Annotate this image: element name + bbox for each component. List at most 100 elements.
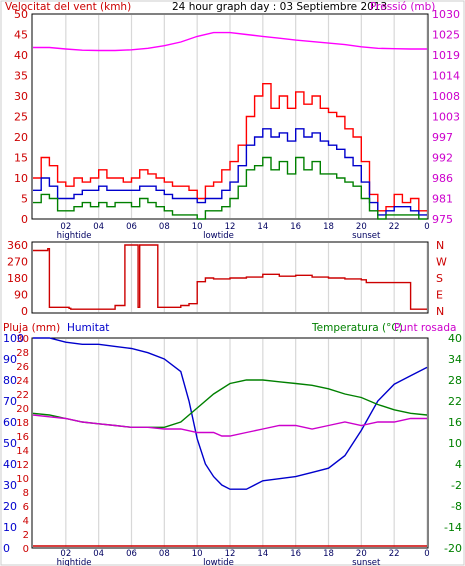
compass-tick-label: E (436, 289, 443, 302)
temperature-x-ticks: 02 04 06 08 10 12 14 16 18 20 22 0 (60, 549, 429, 559)
wind-tick-label: 35 (14, 70, 28, 83)
direction-tick-label: 90 (14, 289, 28, 302)
wind-x-tick-label: 0 (424, 222, 429, 232)
humidity-tick-label: 100 (3, 332, 24, 345)
wind-x-tick-label: 22 (389, 222, 400, 232)
wind-series-group (33, 31, 427, 220)
temperature-tide-markers: hightide lowtide sunset (57, 558, 381, 566)
temperature-axis-label: Temperatura (°C) (311, 322, 403, 334)
rain-tick-label: 28 (16, 348, 29, 359)
wind-tick-label: 40 (14, 49, 28, 62)
rain-tick-label: 14 (16, 446, 29, 457)
dewpoint-line (32, 414, 427, 437)
temperature-tick-label: 16 (448, 416, 462, 429)
humidity-tick-label: 10 (3, 521, 17, 534)
wind-x-tick-label: 04 (93, 222, 104, 232)
pressure-axis-label: Pressió (mb) (370, 1, 435, 13)
humidity-tick-label: 90 (3, 353, 17, 366)
pressure-tick-label: 986 (432, 172, 453, 185)
temperature-x-tick-label: 14 (257, 549, 268, 559)
temperature-x-tick-label: 08 (159, 549, 170, 559)
wind-left-ticks: 0 5 10 15 20 25 30 35 40 45 50 (14, 8, 28, 226)
rain-tick-label: 30 (16, 334, 29, 345)
temperature-x-tick-label: 04 (93, 549, 104, 559)
temperature-tick-label: -20 (444, 542, 462, 555)
wind-tick-label: 10 (14, 172, 28, 185)
pressure-tick-label: 1014 (432, 70, 460, 83)
compass-tick-label: N (436, 305, 444, 318)
temperature-tick-label: 22 (448, 395, 462, 408)
rain-tick-label: 26 (16, 362, 29, 373)
humidity-axis-label: Humitat (67, 322, 109, 334)
temperature-tick-label: 10 (448, 437, 462, 450)
pressure-tick-label: 1019 (432, 49, 460, 62)
temperature-tick-label: 28 (448, 374, 462, 387)
humidity-tick-label: 40 (3, 458, 17, 471)
temperature-x-tick-label: 10 (192, 549, 203, 559)
humidity-tick-label: 80 (3, 374, 17, 387)
humidity-tick-label: 30 (3, 479, 17, 492)
humidity-tick-label: 60 (3, 416, 17, 429)
wind-x-tick-label: 06 (126, 222, 137, 232)
temperature-x-tick-label: 06 (126, 549, 137, 559)
wind-tick-label: 15 (14, 152, 28, 165)
temperature-x-tick-label: 0 (424, 549, 429, 559)
wind-tick-label: 45 (14, 29, 28, 42)
temperature-x-tick-label: 02 (60, 549, 71, 559)
direction-line (33, 244, 427, 310)
temperature-x-tick-label: 20 (356, 549, 367, 559)
compass-tick-label: N (436, 239, 444, 252)
wind-tick-label: 30 (14, 90, 28, 103)
wind-x-tick-label: 14 (257, 222, 268, 232)
rain-tick-label: 22 (16, 390, 29, 401)
compass-tick-label: W (436, 256, 447, 269)
temperature-x-tick-label: 22 (389, 549, 400, 559)
compass-tick-label: S (436, 272, 443, 285)
pressure-right-ticks: 975 981 986 992 997 1003 1008 1014 1019 1025 1030 (432, 8, 460, 226)
humidity-tick-label: 70 (3, 395, 17, 408)
wind-tick-label: 5 (21, 193, 28, 206)
rain-tick-label: 20 (16, 404, 29, 415)
wind-line-3 (33, 156, 427, 220)
temperature-grid (65, 339, 428, 547)
humidity-tick-label: 20 (3, 500, 17, 513)
temperature-series-group (32, 337, 428, 547)
temperature-x-tick-label: 16 (290, 549, 301, 559)
humidity-tick-label: 50 (3, 437, 17, 450)
pressure-tick-label: 1030 (432, 8, 460, 21)
rain-tick-label: 8 (23, 488, 29, 499)
wind-tide-markers: hightide lowtide sunset (57, 231, 381, 241)
rain-tick-label: 24 (16, 376, 29, 387)
wind-x-tick-label: 18 (323, 222, 334, 232)
temperature-tick-label: 34 (448, 353, 462, 366)
rain-tick-label: 18 (16, 418, 29, 429)
temperature-tick-label: 40 (448, 332, 462, 345)
temperature-tick-label: 4 (455, 458, 462, 471)
temperature-marker-label: sunset (352, 558, 381, 566)
wind-grid (65, 15, 428, 218)
wind-line-2 (33, 128, 427, 216)
direction-series-group (33, 244, 427, 310)
rain-tick-label: 12 (16, 460, 29, 471)
humidity-left-ticks: 0 10 20 30 40 50 60 70 80 90 100 (3, 332, 24, 555)
direction-tick-label: 0 (21, 305, 28, 318)
direction-tick-label: 360 (7, 239, 28, 252)
wind-marker-label: hightide (57, 231, 92, 241)
dewpoint-axis-label: Punt rosada (394, 322, 456, 334)
wind-tick-label: 0 (21, 213, 28, 226)
wind-x-tick-label: 16 (290, 222, 301, 232)
temperature-right-ticks: -20 -14 -8 -2 4 10 16 22 28 34 40 (444, 332, 462, 555)
pressure-tick-label: 1003 (432, 111, 460, 124)
temperature-x-tick-label: 18 (323, 549, 334, 559)
temperature-marker-label: hightide (57, 558, 92, 566)
wind-axis-label: Velocitat del vent (kmh) (5, 1, 131, 13)
wind-line-1 (33, 82, 427, 212)
wind-marker-label: lowtide (203, 231, 234, 241)
pressure-tick-label: 992 (432, 152, 453, 165)
direction-tick-label: 180 (7, 272, 28, 285)
rain-tick-label: 0 (23, 544, 29, 555)
